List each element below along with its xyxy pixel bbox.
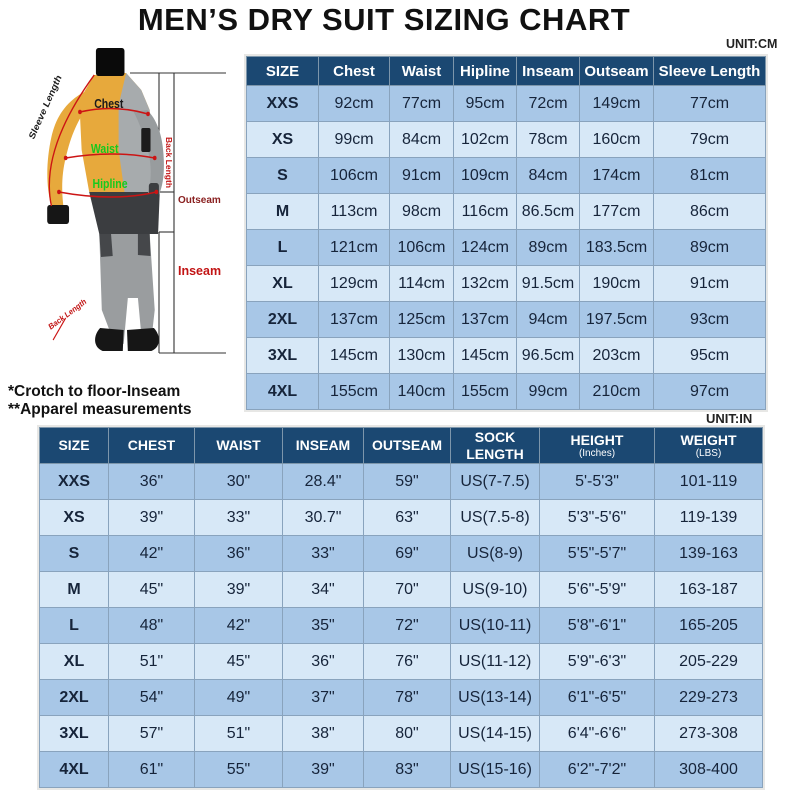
svg-text:Inseam: Inseam — [178, 264, 221, 278]
svg-text:Waist: Waist — [91, 143, 119, 156]
svg-text:Back Length: Back Length — [47, 296, 88, 331]
svg-text:Outseam: Outseam — [178, 195, 221, 206]
svg-text:Hipline: Hipline — [93, 178, 128, 191]
svg-text:Chest: Chest — [94, 98, 123, 111]
svg-text:Back Length: Back Length — [164, 137, 174, 188]
